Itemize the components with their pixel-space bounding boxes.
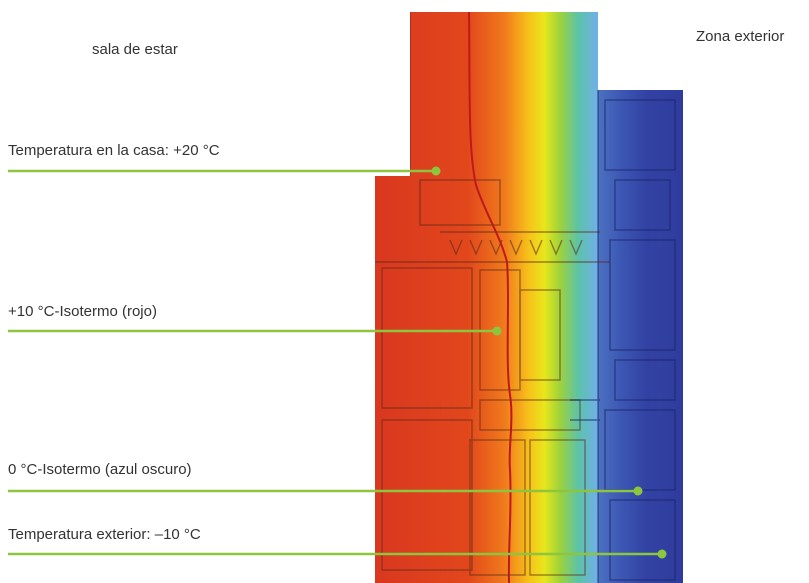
- callout-dots: [431, 166, 667, 559]
- profile-chambers: [375, 12, 610, 576]
- window-profile-section: [375, 12, 683, 583]
- house-temperature-label: Temperatura en la casa: +20 °C: [8, 142, 220, 159]
- isotherm-10-line: [468, 12, 513, 583]
- isotherm-0-label: 0 °C-Isotermo (azul oscuro): [8, 461, 192, 478]
- outside-zone-label: Zona exterior: [696, 28, 785, 45]
- callout-dot-house: [431, 166, 441, 176]
- isotherm-10-label: +10 °C-Isotermo (rojo): [8, 303, 157, 320]
- callout-lines: [8, 169, 662, 556]
- outside-temperature-label: Temperatura exterior: –10 °C: [8, 526, 201, 543]
- inside-zone-label: sala de estar: [92, 41, 178, 58]
- callout-dot-outside: [657, 549, 667, 559]
- callout-dot-iso10: [492, 326, 502, 336]
- callout-dot-iso0: [633, 486, 643, 496]
